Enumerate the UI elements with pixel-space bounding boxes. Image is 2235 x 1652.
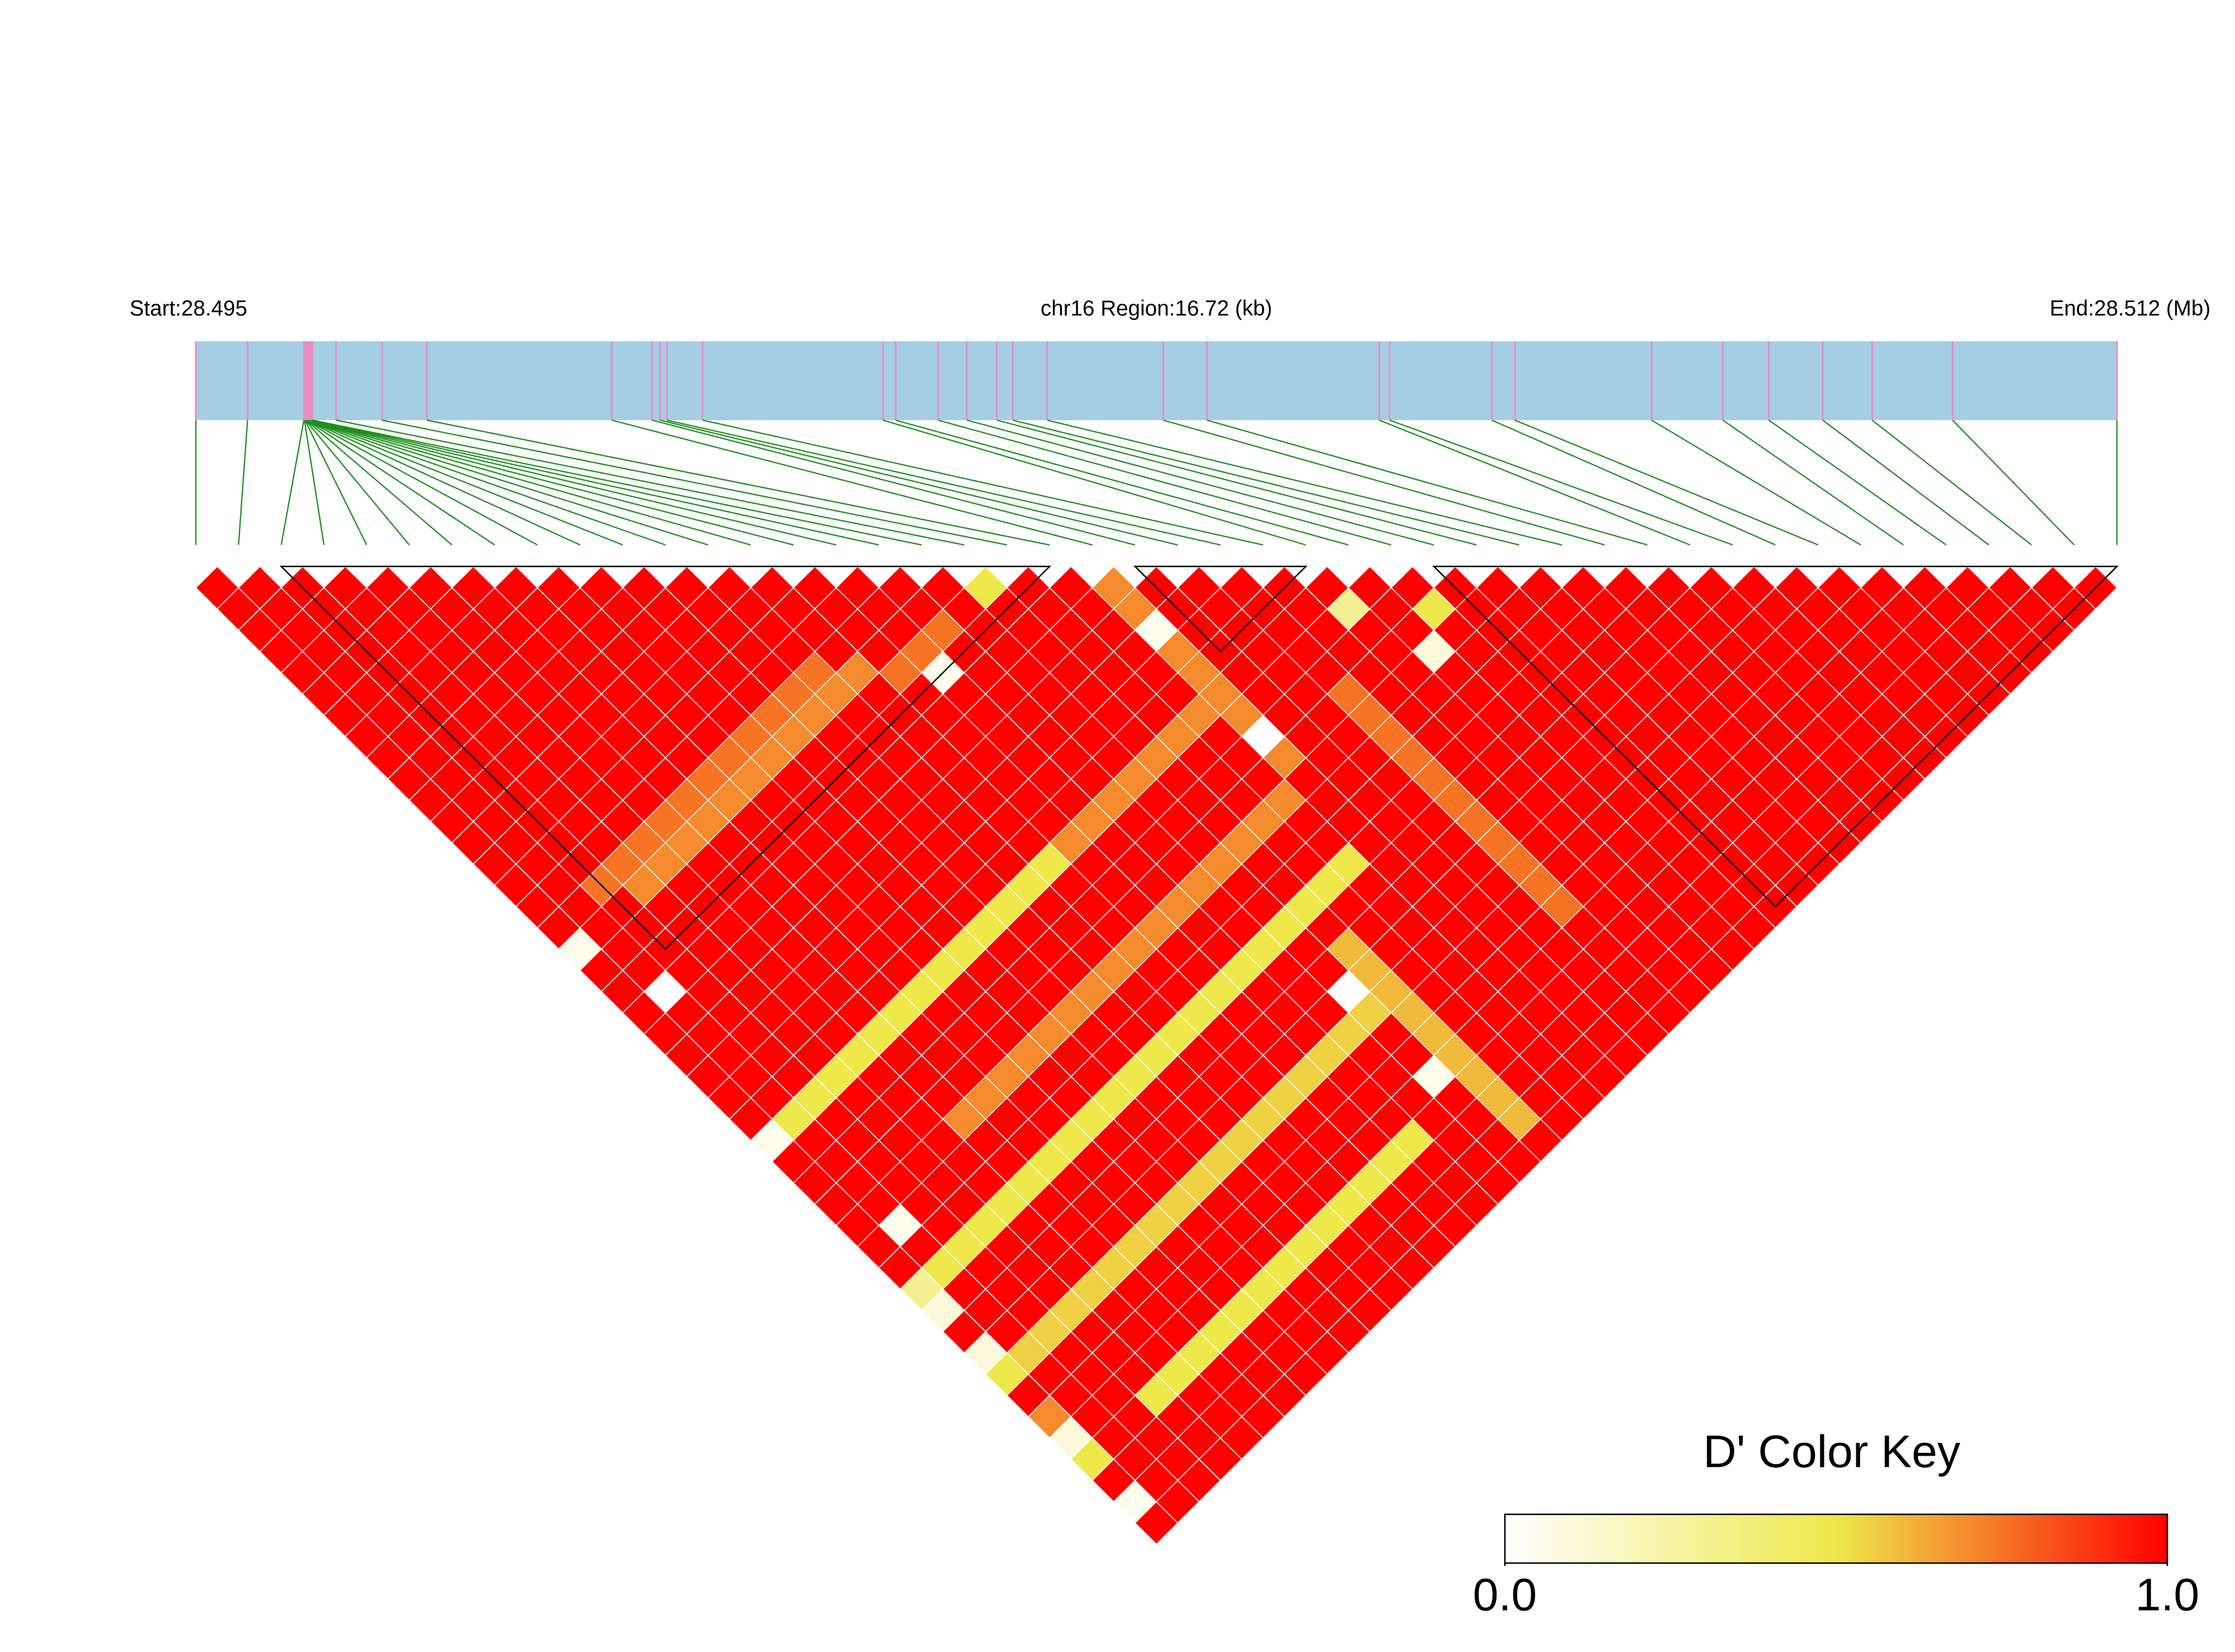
- snp-connector: [660, 419, 1178, 546]
- snp-connector: [1491, 420, 1776, 546]
- snp-connector: [895, 419, 1349, 546]
- snp-connector: [280, 420, 305, 545]
- end-label: End:28.512 (Mb): [2050, 296, 2211, 321]
- snp-connector: [1871, 420, 2032, 545]
- region-bar: [196, 341, 2117, 421]
- snp-connector: [666, 419, 1221, 546]
- snp-connector: [966, 419, 1434, 546]
- snp-connector: [1047, 419, 1563, 546]
- snp-connector: [306, 420, 495, 546]
- snp-connector: [308, 419, 666, 546]
- colorbar-tick-label: 1.0: [2135, 1570, 2200, 1621]
- snp-connector: [305, 420, 410, 545]
- snp-connector: [1952, 420, 2075, 545]
- snp-connector: [1514, 420, 1819, 546]
- snp-connector: [307, 420, 581, 546]
- snp-connector: [310, 419, 751, 546]
- snp-connector: [1722, 420, 1904, 546]
- snp-connector: [1378, 419, 1691, 546]
- snp-connector: [652, 419, 1136, 546]
- snp-connector: [238, 420, 248, 545]
- snp-connector: [882, 419, 1306, 546]
- snp-connector: [312, 419, 922, 546]
- snp-connector: [1389, 419, 1733, 546]
- snp-connector: [382, 419, 1008, 546]
- snp-connector: [312, 419, 879, 546]
- region-label: chr16 Region:16.72 (kb): [1041, 296, 1272, 321]
- snp-connector: [307, 420, 538, 546]
- snp-connector: [311, 419, 836, 546]
- snp-connector: [304, 420, 325, 545]
- colorbar: [1504, 1513, 2168, 1564]
- colorbar-tick-label: 0.0: [1473, 1570, 1537, 1621]
- start-label: Start:28.495: [130, 296, 247, 321]
- snp-connector: [309, 419, 709, 546]
- ld-block: [1133, 566, 1308, 653]
- snp-connector: [305, 420, 453, 545]
- snp-connector: [1768, 420, 1947, 546]
- ld-block: [1432, 566, 2119, 908]
- snp-connector: [426, 419, 1050, 546]
- snp-connector: [310, 419, 794, 546]
- ld-block: [279, 566, 1052, 950]
- snp-connector: [304, 420, 368, 545]
- colorbar-title: D' Color Key: [1703, 1426, 1960, 1477]
- snp-connector: [1013, 419, 1519, 546]
- snp-connector: [308, 419, 623, 546]
- snp-connector: [1207, 419, 1648, 546]
- snp-connector: [702, 419, 1264, 546]
- snp-connector: [336, 419, 964, 546]
- snp-connector: [996, 419, 1477, 546]
- snp-connector: [1651, 420, 1861, 546]
- snp-connector: [611, 419, 1093, 546]
- snp-connector: [1163, 419, 1605, 546]
- snp-connector: [1822, 420, 1989, 546]
- snp-connector: [938, 419, 1392, 546]
